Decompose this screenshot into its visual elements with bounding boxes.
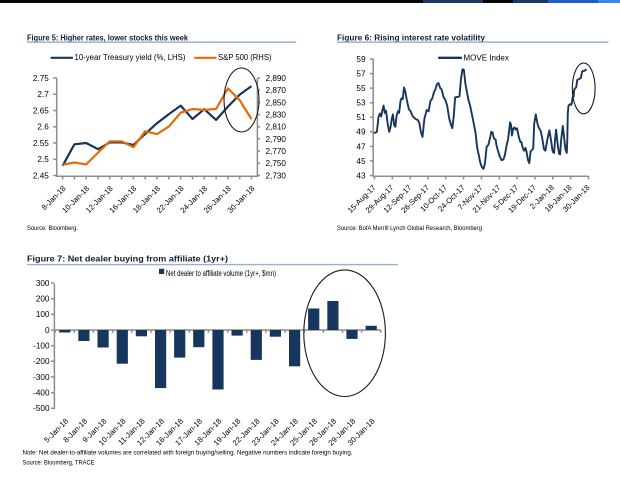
svg-text:2,770: 2,770 — [266, 147, 287, 156]
svg-text:55: 55 — [356, 84, 366, 93]
svg-text:2.5: 2.5 — [37, 155, 49, 164]
svg-text:53: 53 — [356, 99, 366, 108]
svg-text:MOVE Index: MOVE Index — [464, 54, 509, 63]
svg-text:2.6: 2.6 — [37, 123, 49, 132]
svg-text:S&P 500 (RHS): S&P 500 (RHS) — [218, 53, 272, 62]
svg-text:-100: -100 — [33, 342, 50, 351]
svg-text:45: 45 — [356, 157, 366, 166]
svg-text:2.75: 2.75 — [33, 74, 49, 83]
svg-text:47: 47 — [356, 142, 366, 151]
svg-text:Note: Net dealer-to-affiliate: Note: Net dealer-to-affiliate volumes ar… — [23, 450, 353, 457]
svg-text:43: 43 — [356, 171, 366, 180]
svg-text:Figure 6: Rising interest rate: Figure 6: Rising interest rate volatilit… — [337, 33, 486, 42]
svg-text:2,750: 2,750 — [266, 159, 287, 168]
svg-text:2,830: 2,830 — [266, 111, 287, 120]
svg-text:300: 300 — [36, 279, 50, 288]
svg-text:51: 51 — [356, 113, 366, 122]
svg-text:49: 49 — [356, 128, 366, 137]
svg-text:2,790: 2,790 — [266, 135, 287, 144]
svg-text:Source: Bloomberg, TRACE: Source: Bloomberg, TRACE — [23, 459, 96, 466]
svg-text:-500: -500 — [33, 404, 50, 413]
svg-text:Net dealer to affiliate volume: Net dealer to affiliate volume (1yr+, $m… — [166, 269, 276, 278]
svg-text:-200: -200 — [33, 357, 50, 366]
svg-text:0: 0 — [45, 326, 50, 335]
svg-text:2.45: 2.45 — [33, 171, 49, 180]
svg-text:100: 100 — [36, 310, 50, 319]
svg-text:2,890: 2,890 — [266, 74, 287, 83]
svg-text:Source: BofA Merrill Lynch Glo: Source: BofA Merrill Lynch Global Resear… — [337, 225, 482, 232]
svg-text:2.55: 2.55 — [33, 139, 49, 148]
svg-text:2,810: 2,810 — [266, 123, 287, 132]
svg-text:2,870: 2,870 — [266, 86, 287, 95]
svg-text:Source: Bloomberg.: Source: Bloomberg. — [27, 225, 78, 232]
svg-text:59: 59 — [356, 55, 366, 64]
svg-text:-300: -300 — [33, 373, 50, 382]
svg-text:2,850: 2,850 — [266, 98, 287, 107]
svg-text:200: 200 — [36, 295, 50, 304]
svg-text:Figure 7: Net dealer buying fr: Figure 7: Net dealer buying from affilia… — [27, 255, 228, 264]
svg-text:10-year Treasury yield (%, LHS: 10-year Treasury yield (%, LHS) — [75, 53, 186, 62]
svg-text:2.7: 2.7 — [37, 90, 49, 99]
svg-text:-400: -400 — [33, 389, 50, 398]
svg-text:Figure 5: Higher rates, lower: Figure 5: Higher rates, lower stocks thi… — [27, 33, 189, 42]
svg-text:57: 57 — [356, 70, 366, 79]
svg-text:2.65: 2.65 — [33, 106, 49, 115]
svg-text:2,730: 2,730 — [266, 171, 287, 180]
